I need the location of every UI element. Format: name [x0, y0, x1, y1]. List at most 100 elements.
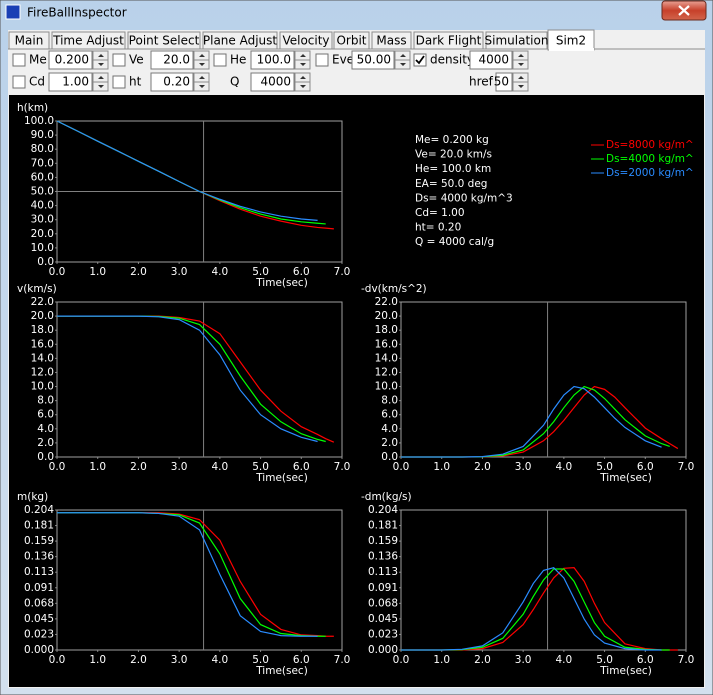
y-tick-label: 60.0 — [31, 171, 54, 183]
input-box[interactable] — [150, 50, 194, 70]
control-label: Cd — [29, 75, 45, 89]
tab-label[interactable]: Dark Flight — [416, 34, 482, 48]
input-value[interactable]: 1.00 — [62, 75, 89, 89]
x-tick-label: 7.0 — [678, 461, 695, 473]
y-axis-title: -dv(km/s^2) — [361, 283, 427, 295]
y-axis-title: m(kg) — [17, 491, 48, 503]
control-label: ht — [129, 75, 142, 89]
x-tick-label: 4.0 — [556, 461, 573, 473]
y-tick-label: 0.091 — [24, 582, 54, 594]
input-value[interactable]: 50.00 — [357, 53, 391, 67]
y-tick-label: 14.0 — [31, 352, 54, 364]
spin-arrows — [98, 76, 104, 88]
y-tick-label: 0.045 — [24, 613, 54, 625]
spin-arrows — [199, 76, 205, 88]
input-box[interactable] — [469, 50, 513, 70]
input-value[interactable]: 100.0 — [257, 53, 291, 67]
x-tick-label: 6.0 — [293, 654, 310, 666]
tab-label[interactable]: Main — [15, 34, 44, 48]
tab[interactable] — [127, 31, 201, 50]
y-tick-label: 0.0 — [37, 451, 54, 463]
spin-arrows — [400, 54, 406, 66]
input-box[interactable] — [250, 72, 295, 92]
tab[interactable] — [51, 31, 126, 50]
tab-label[interactable]: Velocity — [282, 34, 329, 48]
tab[interactable] — [485, 31, 548, 50]
checkbox[interactable] — [213, 53, 227, 67]
y-tick-label: 0.181 — [368, 520, 398, 532]
y-tick-label: 0.000 — [368, 644, 398, 656]
input-value[interactable]: 0.200 — [55, 53, 89, 67]
app-icon — [5, 4, 21, 20]
input-value[interactable]: 4000 — [260, 75, 291, 89]
x-tick-label: 2.0 — [474, 461, 491, 473]
tab[interactable] — [371, 31, 412, 50]
control-label: Q — [230, 75, 239, 89]
y-tick-label: 2.0 — [381, 437, 398, 449]
input-box[interactable] — [48, 72, 93, 92]
y-tick-label: 6.0 — [37, 409, 54, 421]
plot-frame — [56, 509, 343, 651]
control-label: Me — [29, 53, 47, 67]
window-title: FireBallInspector — [27, 6, 127, 20]
checkbox[interactable] — [112, 53, 126, 67]
y-tick-label: 20.0 — [375, 310, 398, 322]
x-axis-title: Time(sec) — [255, 277, 308, 289]
close-button[interactable] — [661, 0, 707, 21]
checkbox[interactable] — [12, 75, 26, 89]
y-tick-label: 0.181 — [24, 520, 54, 532]
tab[interactable] — [413, 31, 484, 50]
tab-label[interactable]: Sim2 — [556, 34, 586, 48]
input-value[interactable]: 20.0 — [163, 53, 190, 67]
tab-label[interactable]: Point Select — [129, 34, 200, 48]
spin-arrows — [518, 54, 524, 66]
x-tick-label: 0.0 — [49, 461, 66, 473]
tab-label[interactable]: Mass — [376, 34, 406, 48]
info-line: Q = 4000 cal/g — [415, 236, 494, 248]
tab[interactable] — [202, 31, 278, 50]
input-box[interactable] — [495, 72, 513, 92]
tab[interactable] — [279, 31, 333, 50]
x-tick-label: 3.0 — [171, 654, 188, 666]
tab-label[interactable]: Plane Adjust — [203, 34, 278, 48]
tab-gap — [549, 48, 594, 51]
y-tick-label: 4.0 — [381, 423, 398, 435]
tab[interactable] — [8, 31, 50, 50]
input-box[interactable] — [250, 50, 295, 70]
y-tick-label: 0.159 — [368, 535, 398, 547]
input-value[interactable]: 4000 — [478, 53, 509, 67]
series-line — [56, 120, 318, 222]
input-box[interactable] — [351, 50, 395, 70]
tab-label[interactable]: Simulation — [485, 34, 549, 48]
y-tick-label: 8.0 — [37, 395, 54, 407]
checkbox[interactable] — [413, 53, 427, 67]
checkbox[interactable] — [315, 53, 329, 67]
checkbox[interactable] — [112, 75, 126, 89]
x-axis-title: Time(sec) — [599, 665, 652, 677]
x-tick-label: 0.0 — [393, 461, 410, 473]
y-tick-label: 0.113 — [368, 566, 398, 578]
series-line — [401, 566, 662, 651]
x-tick-label: 5.0 — [596, 461, 613, 473]
x-tick-label: 5.0 — [252, 461, 269, 473]
tab-label[interactable]: Orbit — [336, 34, 366, 48]
x-axis-title: Time(sec) — [255, 665, 308, 677]
tab-label[interactable]: Time Adjust — [52, 34, 124, 48]
info-line: Ds= 4000 kg/m^3 — [415, 192, 513, 204]
checkbox[interactable] — [12, 53, 26, 67]
legend-label: Ds=4000 kg/m^3 — [606, 153, 700, 165]
tab[interactable] — [333, 31, 370, 50]
info-line: EA= 50.0 deg — [415, 178, 487, 190]
tab-strip: Main Time Adjust Point Select Plane Adjust V… — [8, 29, 595, 51]
input-box[interactable] — [48, 50, 93, 70]
control-label: density — [430, 53, 474, 67]
y-tick-label: 0.204 — [368, 504, 398, 516]
x-tick-label: 6.0 — [293, 461, 310, 473]
x-tick-label: 5.0 — [252, 654, 269, 666]
input-value[interactable]: 0.20 — [163, 75, 190, 89]
input-value[interactable]: 50 — [494, 75, 509, 89]
input-box[interactable] — [150, 72, 194, 92]
y-tick-label: 0.045 — [368, 613, 398, 625]
x-tick-label: 1.0 — [89, 266, 106, 278]
